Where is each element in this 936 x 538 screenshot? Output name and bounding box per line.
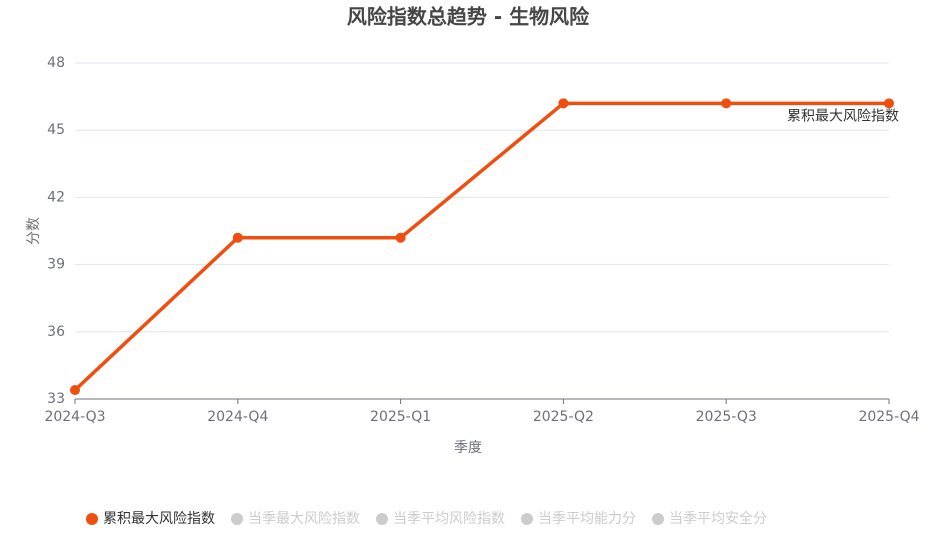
y-tick-label: 45: [47, 122, 65, 138]
end-label: 累积最大风险指数: [787, 108, 899, 124]
x-tick-label: 2025-Q4: [858, 409, 919, 425]
legend-item[interactable]: 当季平均风险指数: [376, 511, 505, 527]
data-point: [232, 232, 243, 243]
y-tick-label: 48: [47, 55, 65, 71]
x-tick-label: 2025-Q3: [696, 409, 757, 425]
x-tick-label: 2024-Q3: [44, 409, 105, 425]
legend-item[interactable]: 当季平均安全分: [652, 510, 767, 527]
legend-label: 累积最大风险指数: [103, 511, 215, 527]
legend-marker: [521, 513, 533, 525]
y-tick-label: 33: [47, 391, 65, 407]
series-line: [73, 101, 889, 392]
data-point: [395, 232, 406, 243]
x-axis-label: 季度: [454, 440, 482, 456]
legend-item[interactable]: 累积最大风险指数: [86, 511, 215, 527]
y-tick-label: 39: [47, 257, 65, 273]
legend-marker: [86, 513, 98, 525]
legend-label: 当季平均安全分: [669, 510, 767, 527]
chart-title: 风险指数总趋势 - 生物风险: [347, 5, 590, 29]
x-tick-label: 2025-Q2: [533, 409, 594, 425]
y-tick-label: 42: [47, 189, 65, 205]
legend-marker: [652, 513, 664, 525]
y-axis-label: 分数: [26, 217, 42, 245]
data-point: [721, 98, 732, 109]
legend-label: 当季最大风险指数: [248, 511, 360, 527]
data-point: [884, 98, 894, 109]
y-tick-label: 36: [47, 324, 65, 340]
x-tick-label: 2025-Q1: [370, 409, 431, 425]
x-tick-label: 2024-Q4: [207, 409, 268, 425]
legend-item[interactable]: 当季平均能力分: [521, 511, 636, 527]
data-point: [70, 385, 80, 396]
legend-marker: [376, 513, 388, 525]
legend-marker: [231, 513, 243, 525]
data-point: [558, 98, 569, 109]
legend-item[interactable]: 当季最大风险指数: [231, 511, 360, 527]
legend-label: 当季平均能力分: [538, 511, 636, 527]
legend-label: 当季平均风险指数: [393, 511, 505, 527]
